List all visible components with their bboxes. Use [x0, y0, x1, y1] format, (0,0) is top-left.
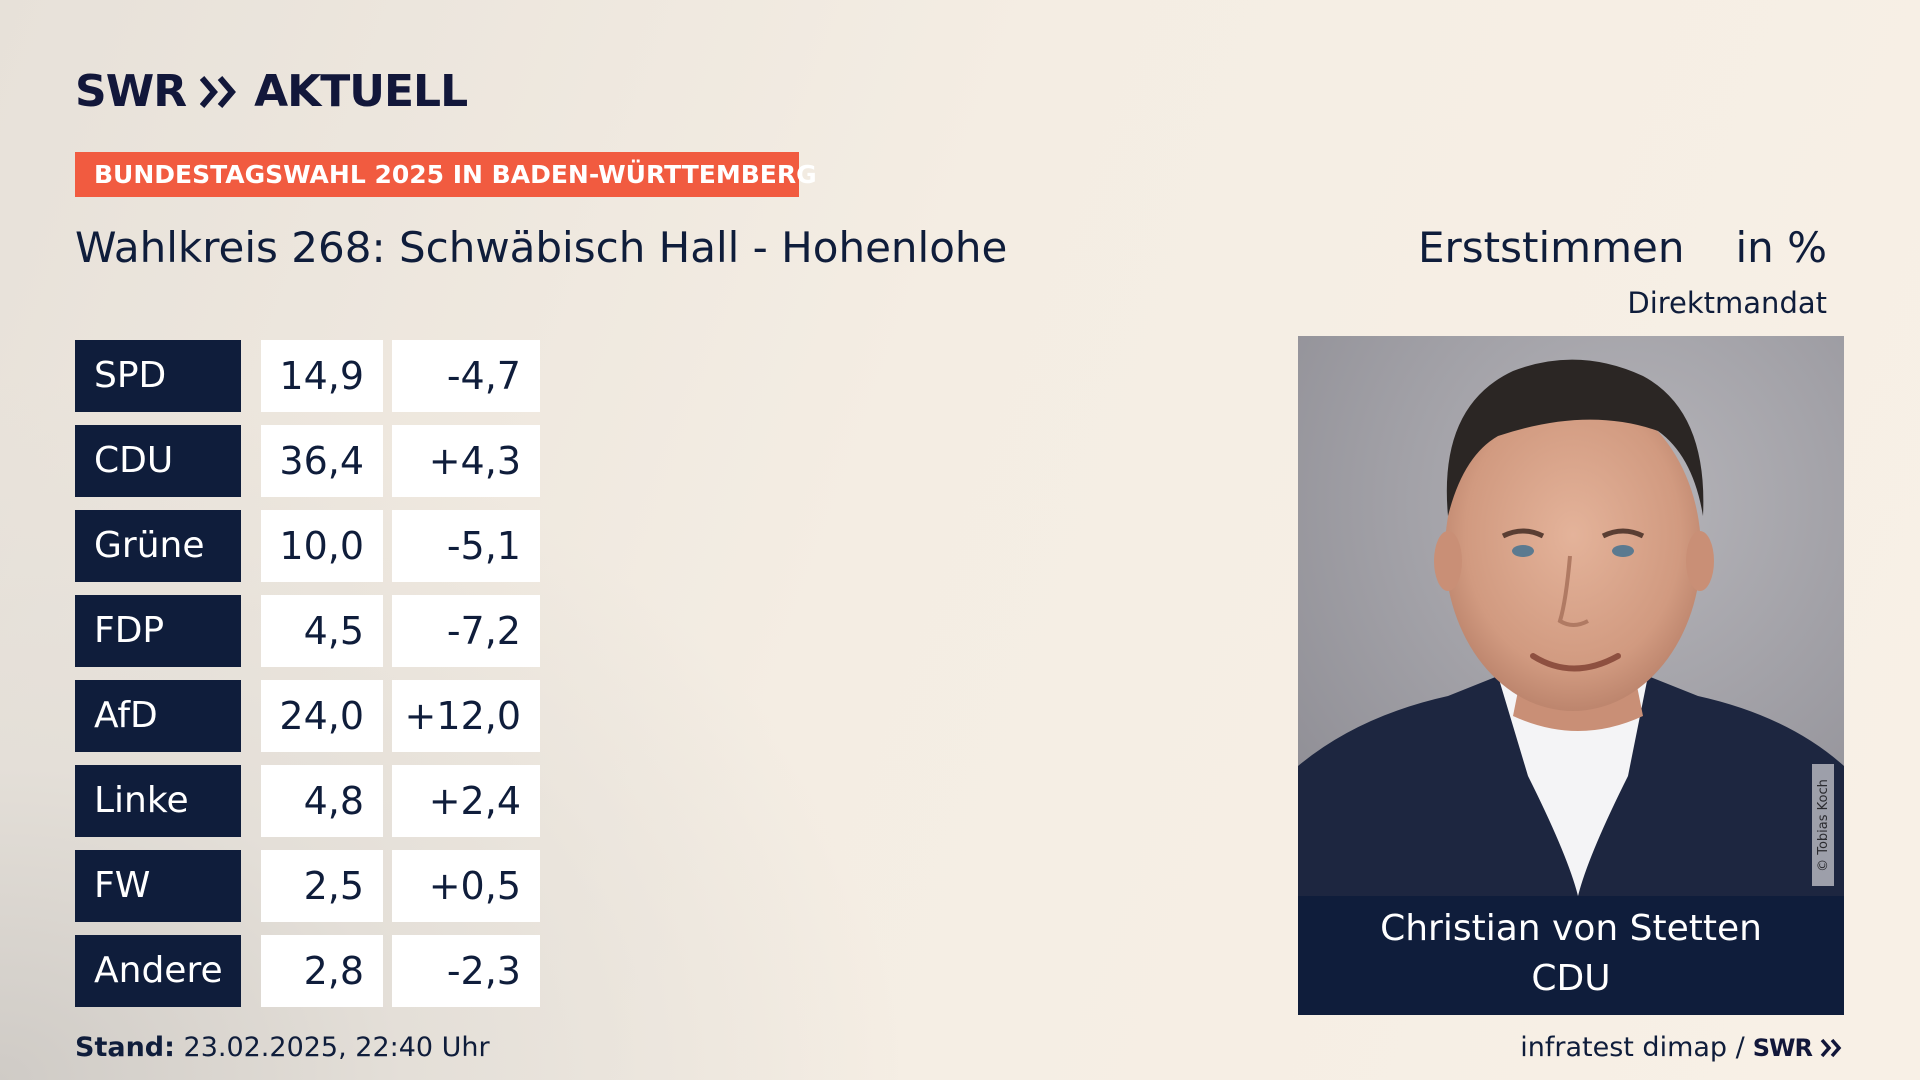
footer-chevron-icon: [1820, 1038, 1842, 1058]
party-label: FW: [75, 850, 241, 922]
result-row: Linke 4,8 +2,4: [75, 765, 540, 837]
vote-diff-value: +2,4: [392, 765, 540, 837]
candidate-card: © Tobias Koch Christian von Stetten CDU: [1298, 336, 1844, 1015]
logo-aktuell-text: AKTUELL: [254, 66, 468, 117]
vote-share-value: 10,0: [261, 510, 383, 582]
vote-diff-value: -2,3: [392, 935, 540, 1007]
vote-diff-value: -4,7: [392, 340, 540, 412]
photo-credit: © Tobias Koch: [1812, 764, 1834, 886]
party-label: Linke: [75, 765, 241, 837]
vote-share-value: 14,9: [261, 340, 383, 412]
vote-share-value: 2,8: [261, 935, 383, 1007]
portrait-illustration: [1298, 336, 1844, 896]
vote-share-value: 2,5: [261, 850, 383, 922]
page-title: Wahlkreis 268: Schwäbisch Hall - Hohenlo…: [75, 223, 1008, 272]
footer-timestamp: Stand: 23.02.2025, 22:40 Uhr: [75, 1030, 490, 1066]
candidate-name: Christian von Stetten: [1380, 908, 1762, 949]
party-label: SPD: [75, 340, 241, 412]
party-label: FDP: [75, 595, 241, 667]
result-row: CDU 36,4 +4,3: [75, 425, 540, 497]
swr-aktuell-logo: SWR AKTUELL: [75, 66, 468, 117]
vote-share-value: 24,0: [261, 680, 383, 752]
vote-diff-value: +0,5: [392, 850, 540, 922]
result-row: FDP 4,5 -7,2: [75, 595, 540, 667]
unit-label: in %: [1735, 223, 1827, 272]
vote-share-value: 4,8: [261, 765, 383, 837]
vote-diff-value: -5,1: [392, 510, 540, 582]
party-label: Grüne: [75, 510, 241, 582]
stand-label: Stand:: [75, 1032, 175, 1063]
direct-mandate-label: Direktmandat: [1627, 286, 1827, 320]
result-row: SPD 14,9 -4,7: [75, 340, 540, 412]
double-chevron-icon: [200, 76, 237, 108]
vote-share-value: 36,4: [261, 425, 383, 497]
footer-source: infratest dimap / SWR: [1520, 1030, 1844, 1066]
vote-diff-value: +4,3: [392, 425, 540, 497]
stand-value: 23.02.2025, 22:40 Uhr: [183, 1032, 490, 1063]
result-row: FW 2,5 +0,5: [75, 850, 540, 922]
candidate-photo: © Tobias Koch: [1298, 336, 1844, 896]
logo-swr-text: SWR: [75, 66, 187, 117]
party-label: CDU: [75, 425, 241, 497]
party-label: Andere: [75, 935, 241, 1007]
vote-share-value: 4,5: [261, 595, 383, 667]
result-row: Grüne 10,0 -5,1: [75, 510, 540, 582]
vote-diff-value: +12,0: [392, 680, 540, 752]
source-label: infratest dimap /: [1520, 1032, 1745, 1063]
candidate-party: CDU: [1531, 958, 1611, 999]
footer-brand: SWR: [1752, 1034, 1813, 1062]
candidate-caption: Christian von Stetten CDU: [1298, 896, 1844, 1015]
metric-label: Erststimmen: [1418, 223, 1685, 272]
party-label: AfD: [75, 680, 241, 752]
topic-badge: BUNDESTAGSWAHL 2025 IN BADEN-WÜRTTEMBERG: [75, 152, 817, 197]
result-row: AfD 24,0 +12,0: [75, 680, 540, 752]
result-row: Andere 2,8 -2,3: [75, 935, 540, 1007]
vote-diff-value: -7,2: [392, 595, 540, 667]
